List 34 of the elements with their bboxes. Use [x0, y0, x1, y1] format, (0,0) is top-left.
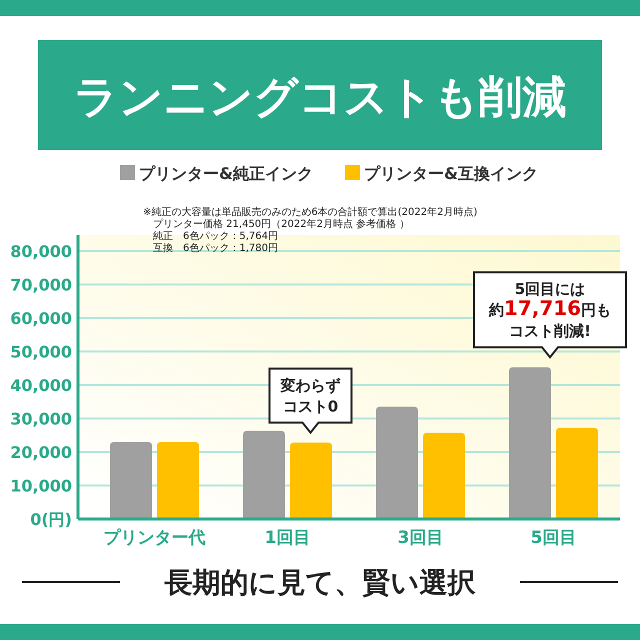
y-tick-label: 30,000 — [10, 410, 72, 428]
legend-label: プリンター&純正インク — [139, 164, 313, 183]
chart-title: ランニングコストも削減 — [74, 72, 566, 123]
y-tick-label: 10,000 — [10, 476, 72, 496]
annotation: コスト削減! — [509, 322, 591, 340]
annotation: コスト0 — [282, 398, 338, 416]
bar — [556, 428, 598, 519]
text: プリンター価格 21,450円（2022年2月時点 参考価格 ） — [153, 218, 410, 230]
y-tick-label: 80,000 — [10, 242, 72, 261]
annotation: 5回目には — [514, 280, 586, 298]
legend-label: プリンター&互換インク — [364, 164, 538, 183]
x-tick-label: 3回目 — [398, 528, 444, 548]
x-tick-label: 5回目 — [530, 528, 576, 548]
text: ※純正の大容量は単品販売のみのため6本の合計額で算出(2022年2月時点) — [143, 206, 478, 218]
bar — [376, 406, 418, 519]
bar — [290, 442, 332, 519]
y-tick-label: 20,000 — [10, 443, 72, 462]
bar — [243, 430, 285, 519]
bar — [509, 367, 551, 519]
x-tick-label: プリンター代 — [104, 528, 206, 548]
annotation: 変わらず — [280, 376, 340, 395]
annotation: 互換 6色パック：1,780円 — [153, 242, 278, 254]
y-tick-label: 0(円) — [30, 510, 72, 529]
text: 長期的に見て、賢い選択 — [164, 566, 476, 599]
bar — [110, 442, 152, 519]
y-tick-label: 60,000 — [10, 309, 72, 328]
y-tick-label: 50,000 — [10, 342, 72, 362]
bar — [157, 442, 199, 519]
annotation: 約17,716円も — [488, 296, 612, 320]
y-tick-label: 40,000 — [10, 376, 72, 395]
bar — [423, 432, 465, 519]
text: 純正 6色パック：5,764円 — [153, 230, 278, 242]
y-tick-label: 70,000 — [10, 276, 72, 294]
x-tick-label: 1回目 — [264, 528, 310, 548]
